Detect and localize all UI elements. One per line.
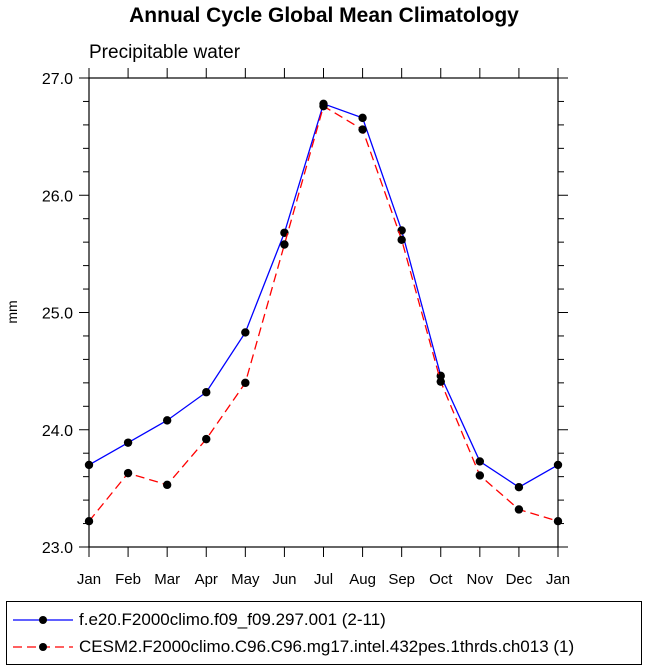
legend-item-series-2: CESM2.F2000climo.C96.C96.mg17.intel.432p… (7, 635, 574, 659)
data-point (123, 468, 133, 478)
axis-ticks (79, 68, 568, 557)
legend-swatch-series-1 (13, 616, 73, 624)
data-point (123, 438, 133, 447)
x-tick-label: Nov (466, 571, 493, 588)
data-point (280, 240, 289, 249)
y-tick-label: 25.0 (42, 306, 73, 323)
data-point (84, 517, 94, 526)
data-point (319, 101, 328, 111)
data-point (202, 388, 211, 397)
legend-swatch-series-2 (13, 643, 73, 651)
y-axis-label: mm (4, 300, 20, 323)
data-point (397, 235, 406, 245)
x-tick-label: Mar (154, 571, 180, 588)
data-point (202, 434, 211, 444)
data-point (162, 416, 172, 425)
data-point (436, 377, 445, 386)
series-2 (84, 101, 563, 526)
data-point (162, 480, 172, 490)
x-tick-label: Dec (506, 571, 533, 588)
data-point (241, 378, 250, 388)
data-point (475, 457, 485, 466)
data-point (241, 328, 250, 337)
x-tick-label: Apr (195, 571, 218, 588)
chart-subtitle: Precipitable water (89, 42, 241, 63)
x-tick-label: Feb (115, 571, 141, 588)
data-point (84, 460, 94, 470)
chart: Annual Cycle Global Mean Climatology Pre… (4, 4, 570, 588)
y-tick-label: 26.0 (42, 188, 73, 205)
y-tick-label: 27.0 (42, 71, 73, 88)
data-point (475, 471, 485, 480)
data-point (553, 517, 563, 526)
data-point (514, 483, 524, 492)
series-layer (84, 99, 563, 526)
data-point (358, 113, 367, 123)
series-line (88, 105, 559, 522)
series-line (88, 102, 559, 488)
y-tick-label: 24.0 (42, 423, 73, 440)
data-point (358, 125, 367, 134)
x-tick-label: Jul (314, 571, 333, 588)
x-tick-label: May (231, 571, 260, 588)
x-tick-label: Aug (349, 571, 376, 588)
series-1 (84, 99, 563, 492)
x-tick-label: Jun (272, 571, 296, 588)
data-point (514, 505, 524, 514)
x-tick-label: Sep (388, 571, 415, 588)
legend-label-series-2: CESM2.F2000climo.C96.C96.mg17.intel.432p… (79, 637, 575, 656)
data-point (553, 460, 563, 470)
plot-frame (88, 77, 559, 548)
legend-label-series-1: f.e20.F2000climo.f09_f09.297.001 (2-11) (79, 610, 386, 629)
x-tick-label: Jan (546, 571, 570, 588)
legend-item-series-1: f.e20.F2000climo.f09_f09.297.001 (2-11) (7, 608, 386, 632)
legend: f.e20.F2000climo.f09_f09.297.001 (2-11) … (6, 601, 642, 665)
x-tick-label: Oct (429, 571, 453, 588)
x-tick-label: Jan (77, 571, 101, 588)
chart-title: Annual Cycle Global Mean Climatology (129, 4, 519, 27)
y-tick-label: 23.0 (42, 540, 73, 557)
axis-tick-labels: Jan Feb Mar Apr May Jun Jul Aug Sep Oct Nov Dec Jan2… (42, 71, 570, 588)
